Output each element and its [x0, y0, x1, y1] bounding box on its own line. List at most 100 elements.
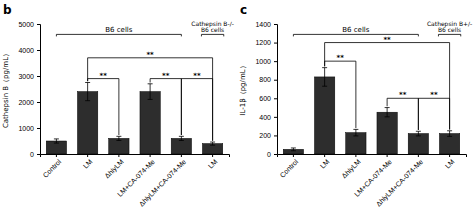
error-bar-cap	[322, 67, 327, 68]
y-tick: 3000	[18, 73, 40, 80]
x-tick: ΔhlyLM	[340, 154, 362, 180]
x-tick-label: ΔhlyLM	[340, 158, 362, 180]
plot-area	[283, 68, 460, 154]
y-tick-mark	[274, 80, 277, 81]
error-bar-line	[150, 84, 151, 100]
y-axis: 0200400600800100012001400	[255, 21, 277, 158]
x-tick-mark	[212, 154, 213, 157]
significance-bracket	[325, 61, 356, 128]
y-tick-label: 0	[267, 151, 271, 158]
panel: 010002000300040005000ControlLMΔhlyLMLM+C…	[2, 3, 234, 208]
x-tick: Control	[278, 154, 299, 179]
error-bar-cap	[416, 135, 421, 136]
bar	[202, 144, 222, 154]
error-bar-cap	[85, 82, 90, 83]
error-bar-line	[56, 139, 57, 143]
group-bracket	[438, 34, 460, 36]
y-axis: 0 1000 2000 3000 4000 5000	[18, 21, 40, 158]
y-tick-label: 0	[30, 151, 34, 158]
error-bar-cap	[385, 116, 390, 117]
error-bar-cap	[148, 99, 153, 100]
x-tick-mark	[118, 154, 119, 157]
error-bar-line	[87, 83, 88, 101]
x-tick-mark	[293, 154, 294, 157]
error-bar	[54, 139, 59, 143]
x-tick: Control	[41, 154, 62, 179]
y-tick: 1000	[18, 125, 40, 132]
bar	[346, 133, 366, 154]
significance-bracket	[418, 98, 449, 130]
x-tick: LM	[207, 154, 219, 170]
x-tick-mark	[181, 154, 182, 157]
bar	[109, 138, 129, 154]
error-bar-line	[387, 108, 388, 117]
group-label-line: B6 cells	[105, 26, 133, 34]
y-tick-mark	[274, 135, 277, 136]
y-tick-label: 2000	[18, 99, 34, 106]
y-tick-mark	[37, 24, 40, 25]
x-tick-mark	[324, 154, 325, 157]
error-bar-cap	[179, 140, 184, 141]
error-bar-cap	[210, 142, 215, 143]
x-tick-label: Control	[41, 158, 62, 179]
panel-title: c	[240, 3, 247, 17]
y-tick-label: 400	[259, 114, 271, 121]
error-bar	[385, 108, 390, 117]
group-label-line: B6 cells	[438, 26, 461, 33]
y-tick: 400	[259, 114, 277, 121]
y-tick: 200	[259, 132, 277, 139]
error-bar-line	[212, 142, 213, 145]
error-bar	[416, 131, 421, 136]
significance-label: **	[193, 72, 201, 80]
bar	[171, 138, 191, 154]
x-tick-label: LM	[82, 158, 94, 170]
significance-bracket	[387, 98, 418, 130]
y-tick-mark	[37, 76, 40, 77]
significance-bracket	[181, 79, 212, 141]
y-tick-label: 5000	[18, 21, 34, 28]
x-tick: ΔhlyLM+CA-074-Me	[138, 154, 188, 208]
y-tick-label: 1000	[255, 58, 271, 65]
error-bar-cap	[291, 150, 296, 151]
error-bar	[322, 68, 327, 87]
y-axis-line	[274, 25, 278, 155]
y-tick: 0	[30, 151, 40, 158]
error-bar	[210, 142, 215, 145]
error-bar-cap	[291, 147, 296, 148]
group-label-line: B6 cells	[342, 26, 370, 34]
group-label-line: B6 cells	[201, 26, 224, 33]
bar	[46, 141, 66, 154]
x-axis-line	[278, 155, 467, 158]
bar	[314, 77, 334, 154]
significance-label: **	[100, 72, 108, 80]
error-bar-cap	[54, 143, 59, 144]
significance-label: **	[337, 54, 345, 62]
y-tick-mark	[37, 102, 40, 103]
x-tick-label: ΔhlyLM+CA-074-Me	[375, 158, 425, 208]
y-tick: 2000	[18, 99, 40, 106]
y-tick: 1000	[255, 58, 277, 65]
y-tick: 4000	[18, 47, 40, 54]
y-tick: 5000	[18, 21, 40, 28]
error-bar-cap	[85, 100, 90, 101]
significance-label: **	[383, 36, 391, 44]
significance-label: **	[146, 51, 154, 59]
error-bar	[116, 136, 121, 140]
x-tick-label: ΔhlyLM	[103, 158, 125, 180]
y-tick-label: 4000	[18, 47, 34, 54]
error-bar-cap	[385, 107, 390, 108]
x-tick-mark	[150, 154, 151, 157]
bar	[377, 112, 397, 154]
error-bar-cap	[322, 86, 327, 87]
group-bracket	[293, 34, 418, 36]
y-tick: 0	[267, 151, 277, 158]
x-tick: ΔhlyLM+CA-074-Me	[375, 154, 425, 208]
y-tick: 600	[259, 95, 277, 102]
error-bar-cap	[116, 136, 121, 137]
group-label: Cathepsin B+/-B6 cells	[427, 20, 472, 33]
error-bar	[447, 131, 452, 137]
y-tick-mark	[274, 24, 277, 25]
annotations: ********B6 cellsCathepsin B-/-B6 cells	[56, 20, 233, 140]
error-bar-cap	[353, 135, 358, 136]
x-tick-mark	[449, 154, 450, 157]
